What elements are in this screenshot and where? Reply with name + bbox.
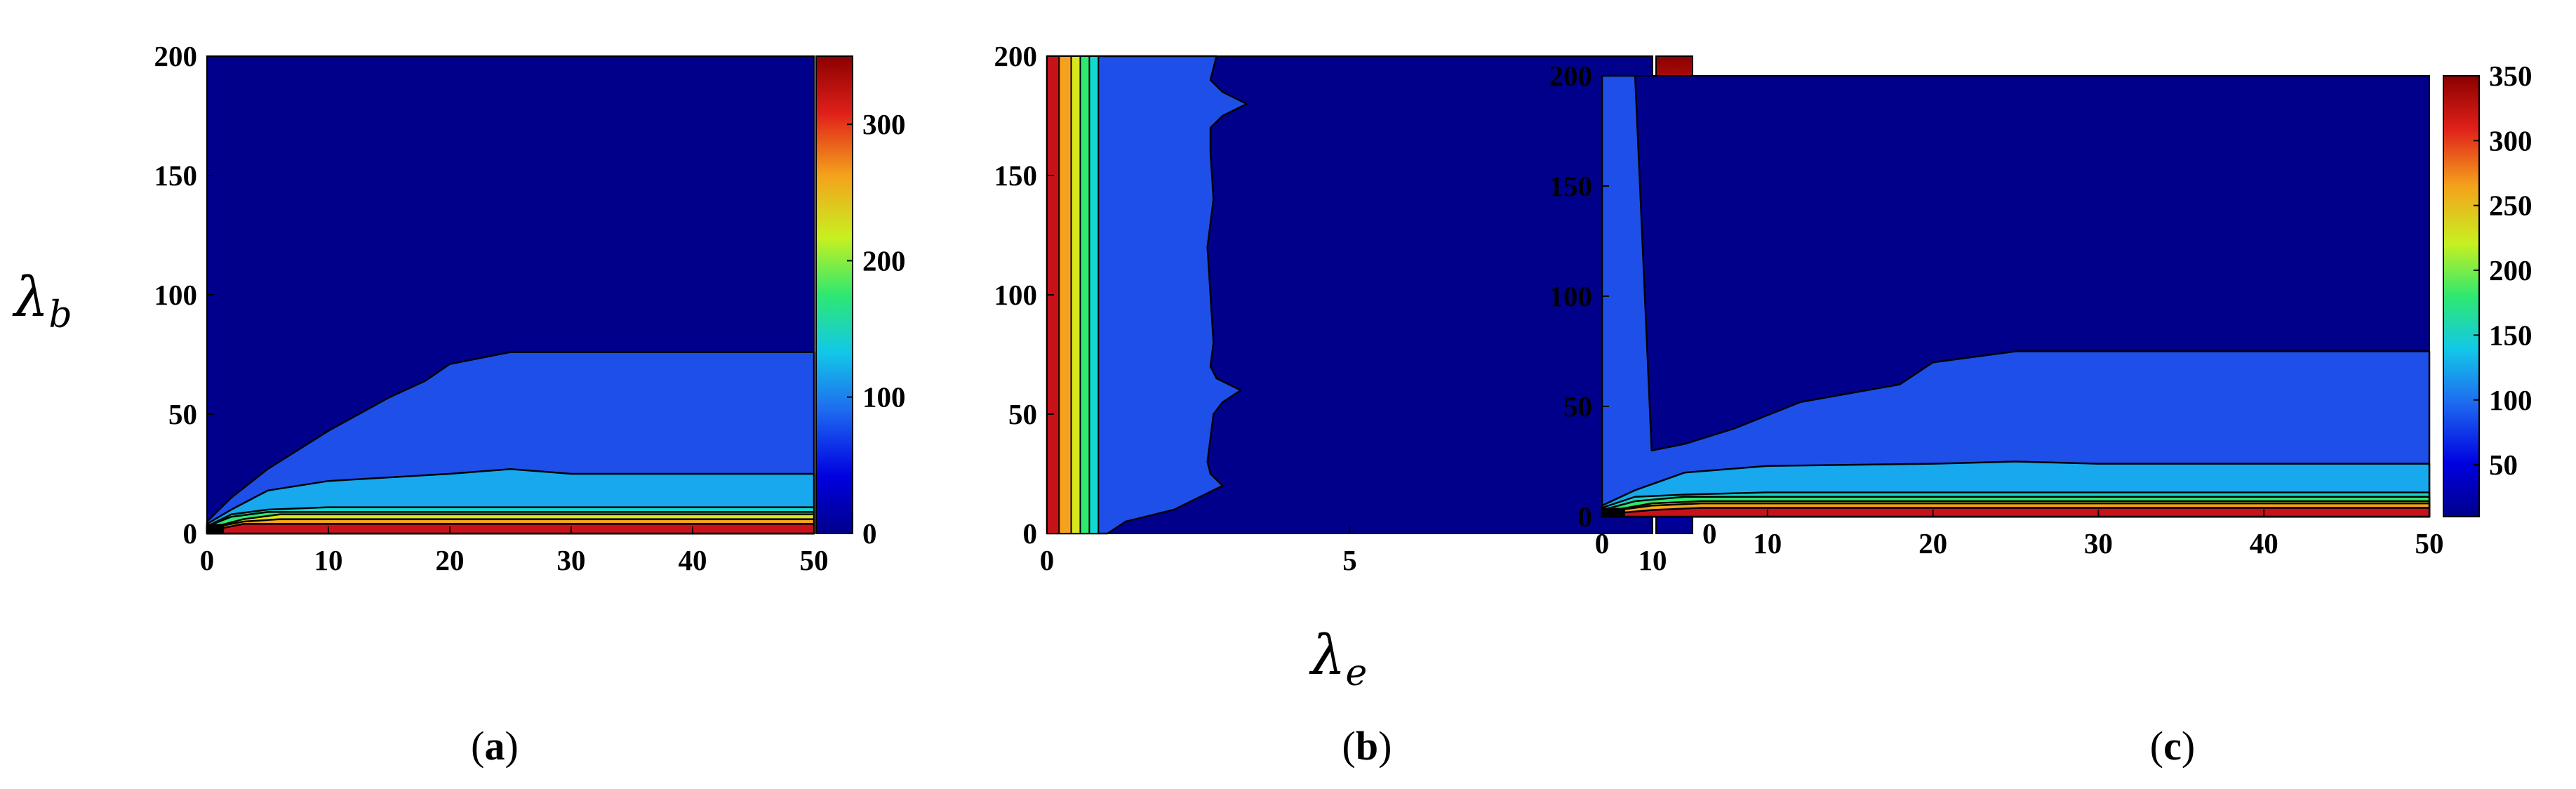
colorbar-c: 50 100 150 200 250 300 350 xyxy=(2443,60,2532,517)
contour-plot-a xyxy=(206,55,815,535)
colorbar-tick-label: 300 xyxy=(2489,124,2532,157)
y-tick-label: 0 xyxy=(1578,500,1593,533)
colorbar-tick-label: 0 xyxy=(862,517,877,550)
colorbar-tick-label: 300 xyxy=(862,108,906,140)
axis-ticks-c: 0 10 20 30 40 50 0 50 100 150 200 xyxy=(1549,60,2444,559)
y-tick-label: 100 xyxy=(1549,280,1593,312)
y-tick-label: 200 xyxy=(1549,60,1593,92)
x-axis-label-subscript: e xyxy=(1345,652,1367,694)
panel-label-c: (c) xyxy=(2150,723,2195,769)
y-tick-label: 150 xyxy=(154,159,198,192)
axis-ticks-a: 0 10 20 30 40 50 0 50 100 150 200 xyxy=(154,40,829,576)
y-axis-label: λb xyxy=(12,266,72,336)
x-tick-label: 5 xyxy=(1342,544,1357,576)
colorbar-gradient xyxy=(2443,75,2480,517)
y-tick-label: 150 xyxy=(1549,170,1593,202)
x-tick-label: 20 xyxy=(1918,527,1947,559)
x-tick-label: 40 xyxy=(679,544,707,576)
panel-label-b-letter: b xyxy=(1356,723,1378,769)
y-tick-label: 200 xyxy=(154,40,198,72)
y-tick-label: 50 xyxy=(168,398,197,430)
x-tick-label: 50 xyxy=(2415,527,2444,559)
y-tick-label: 200 xyxy=(994,40,1038,72)
colorbar-tick-label: 0 xyxy=(1702,517,1717,550)
colorbar-tick-label: 350 xyxy=(2489,60,2532,92)
y-axis-label-subscript: b xyxy=(48,294,72,336)
colorbar-tick-label: 250 xyxy=(2489,190,2532,222)
panel-label-c-letter: c xyxy=(2163,723,2182,769)
panel-c: 0 10 20 30 40 50 0 50 100 150 200 50 100 150 200 250 30… xyxy=(1549,60,2532,559)
y-tick-label: 0 xyxy=(1023,517,1038,550)
y-tick-label: 150 xyxy=(994,159,1038,192)
x-tick-label: 50 xyxy=(800,544,829,576)
x-tick-label: 20 xyxy=(436,544,465,576)
panel-label-a: (a) xyxy=(471,723,519,769)
colorbar-tick-label: 150 xyxy=(2489,319,2532,351)
y-axis-label-symbol: λ xyxy=(12,266,48,329)
x-tick-label: 0 xyxy=(200,544,215,576)
x-tick-label: 0 xyxy=(1595,527,1610,559)
colorbar-tick-label: 100 xyxy=(2489,384,2532,416)
x-tick-label: 0 xyxy=(1040,544,1055,576)
y-tick-label: 100 xyxy=(154,279,198,311)
contour-band xyxy=(206,523,815,535)
colorbar-tick-label: 200 xyxy=(862,244,906,277)
x-axis-label-symbol: λ xyxy=(1309,624,1345,687)
colorbar-tick-label: 100 xyxy=(862,381,906,413)
contour-plot-b xyxy=(1046,55,1653,535)
origin-artifact xyxy=(207,524,225,533)
contour-band xyxy=(1601,507,2431,518)
colorbar-gradient xyxy=(815,55,853,534)
x-tick-label: 40 xyxy=(2250,527,2278,559)
y-tick-label: 50 xyxy=(1008,398,1037,430)
x-tick-label: 30 xyxy=(2084,527,2113,559)
x-axis-label: λe xyxy=(1309,624,1367,694)
colorbar-tick-label: 50 xyxy=(2489,449,2518,481)
y-tick-label: 50 xyxy=(1563,390,1592,423)
y-tick-label: 0 xyxy=(183,517,198,550)
y-tick-label: 100 xyxy=(994,279,1038,311)
x-tick-label: 10 xyxy=(1639,544,1667,576)
colorbar-tick-label: 200 xyxy=(2489,254,2532,286)
x-tick-label: 30 xyxy=(557,544,586,576)
panel-a: 0 10 20 30 40 50 0 50 100 150 200 0 100 200 300 xyxy=(154,40,906,576)
contour-plot-c xyxy=(1601,74,2431,518)
panel-label-a-letter: a xyxy=(485,723,505,769)
origin-artifact xyxy=(1602,508,1626,517)
panel-label-b: (b) xyxy=(1342,723,1392,769)
contour-band xyxy=(1601,74,2431,518)
x-tick-label: 10 xyxy=(314,544,343,576)
colorbar-a: 0 100 200 300 xyxy=(815,55,906,550)
x-tick-label: 10 xyxy=(1753,527,1782,559)
